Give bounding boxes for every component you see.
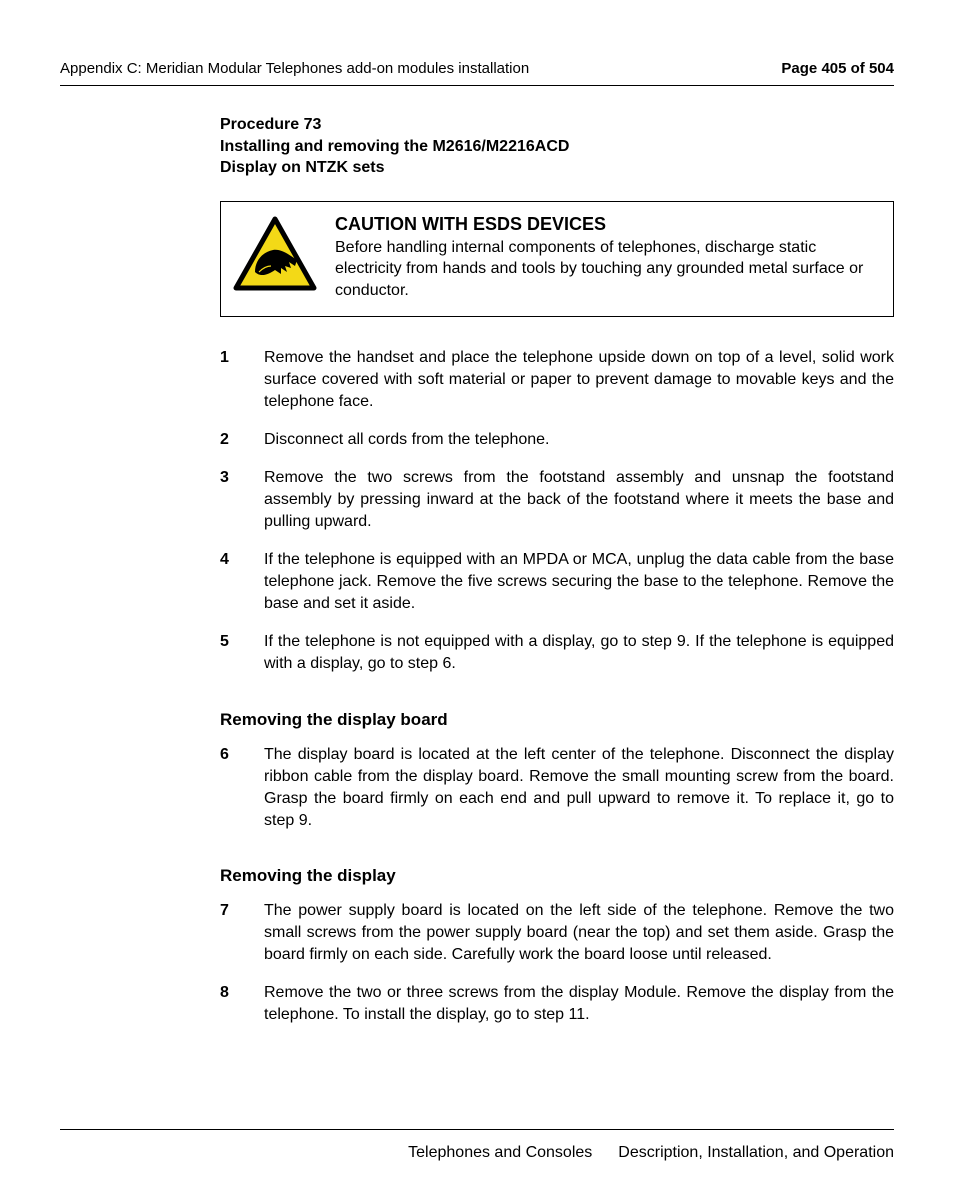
footer-left: Telephones and Consoles bbox=[408, 1144, 592, 1162]
step: 6 The display board is located at the le… bbox=[220, 744, 894, 832]
page-header: Appendix C: Meridian Modular Telephones … bbox=[60, 60, 894, 86]
step: 1 Remove the handset and place the telep… bbox=[220, 347, 894, 413]
header-appendix: Appendix C: Meridian Modular Telephones … bbox=[60, 60, 529, 77]
esd-warning-icon bbox=[233, 216, 317, 297]
step: 5 If the telephone is not equipped with … bbox=[220, 631, 894, 675]
content-column: Procedure 73 Installing and removing the… bbox=[220, 114, 894, 1129]
procedure-name-line1: Installing and removing the M2616/M2216A… bbox=[220, 136, 894, 158]
header-page-number: Page 405 of 504 bbox=[781, 60, 894, 77]
caution-body: Before handling internal components of t… bbox=[335, 237, 875, 302]
procedure-number: Procedure 73 bbox=[220, 114, 894, 136]
subheading-removing-display-board: Removing the display board bbox=[220, 710, 894, 730]
caution-box: CAUTION WITH ESDS DEVICES Before handlin… bbox=[220, 201, 894, 317]
step-text: Remove the two or three screws from the … bbox=[264, 982, 894, 1026]
step-text: The display board is located at the left… bbox=[264, 744, 894, 832]
procedure-title: Procedure 73 Installing and removing the… bbox=[220, 114, 894, 179]
step: 2 Disconnect all cords from the telephon… bbox=[220, 429, 894, 451]
step-text: If the telephone is not equipped with a … bbox=[264, 631, 894, 675]
step-number: 8 bbox=[220, 982, 240, 1026]
steps-group-b: 6 The display board is located at the le… bbox=[220, 744, 894, 832]
subheading-removing-display: Removing the display bbox=[220, 866, 894, 886]
page-footer: Telephones and Consoles Description, Ins… bbox=[60, 1129, 894, 1162]
step-number: 4 bbox=[220, 549, 240, 615]
step: 3 Remove the two screws from the footsta… bbox=[220, 467, 894, 533]
step-number: 7 bbox=[220, 900, 240, 966]
steps-group-a: 1 Remove the handset and place the telep… bbox=[220, 347, 894, 676]
step-text: Disconnect all cords from the telephone. bbox=[264, 429, 894, 451]
caution-heading: CAUTION WITH ESDS DEVICES bbox=[335, 214, 875, 235]
step: 8 Remove the two or three screws from th… bbox=[220, 982, 894, 1026]
step-text: Remove the two screws from the footstand… bbox=[264, 467, 894, 533]
step-number: 3 bbox=[220, 467, 240, 533]
step-number: 6 bbox=[220, 744, 240, 832]
step-text: The power supply board is located on the… bbox=[264, 900, 894, 966]
step: 4 If the telephone is equipped with an M… bbox=[220, 549, 894, 615]
step: 7 The power supply board is located on t… bbox=[220, 900, 894, 966]
step-number: 5 bbox=[220, 631, 240, 675]
steps-group-c: 7 The power supply board is located on t… bbox=[220, 900, 894, 1026]
step-number: 2 bbox=[220, 429, 240, 451]
procedure-name-line2: Display on NTZK sets bbox=[220, 157, 894, 179]
caution-text: CAUTION WITH ESDS DEVICES Before handlin… bbox=[335, 214, 875, 302]
page: Appendix C: Meridian Modular Telephones … bbox=[0, 0, 954, 1202]
footer-right: Description, Installation, and Operation bbox=[618, 1144, 894, 1162]
step-text: If the telephone is equipped with an MPD… bbox=[264, 549, 894, 615]
step-text: Remove the handset and place the telepho… bbox=[264, 347, 894, 413]
step-number: 1 bbox=[220, 347, 240, 413]
